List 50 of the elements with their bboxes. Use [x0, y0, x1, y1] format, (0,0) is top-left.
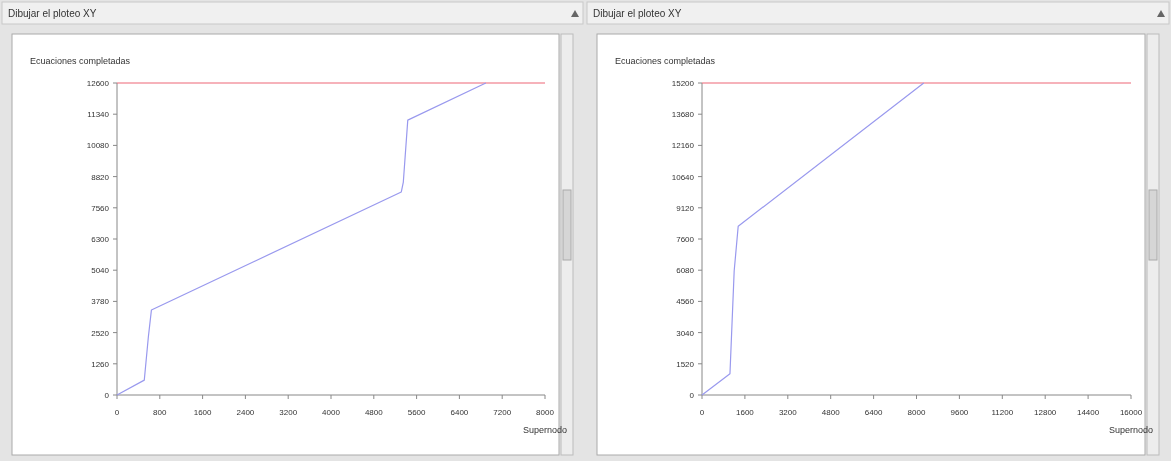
y-tick-label: 9120: [676, 203, 695, 213]
x-tick-label: 0: [114, 408, 120, 417]
x-tick-label: 14400: [1076, 408, 1100, 417]
chart-title: Dibujar el ploteo XY: [593, 8, 682, 19]
y-tick-label: 2520: [91, 328, 110, 338]
y-tick-label: 1520: [676, 359, 695, 369]
y-tick-label: 1260: [91, 359, 110, 369]
x-tick-label: 8000: [907, 408, 926, 417]
y-tick-label: 0: [104, 391, 110, 400]
y-axis-title: Ecuaciones completadas: [615, 56, 716, 66]
x-tick-label: 4800: [364, 408, 384, 417]
x-tick-label: 12800: [1034, 408, 1057, 417]
y-tick-label: 10640: [671, 172, 695, 182]
x-tick-label: 2400: [236, 408, 255, 417]
y-tick-label: 10080: [86, 141, 110, 151]
y-tick-label: 7600: [676, 235, 695, 244]
y-tick-label: 0: [689, 391, 695, 400]
chart-title: Dibujar el ploteo XY: [8, 8, 97, 19]
x-tick-label: 6400: [864, 408, 884, 417]
y-tick-label: 6300: [91, 235, 110, 244]
x-tick-label: 5600: [407, 408, 427, 417]
y-tick-label: 4560: [676, 297, 695, 307]
y-tick-label: 12160: [671, 141, 695, 151]
x-tick-label: 4000: [322, 408, 341, 417]
x-axis-title: Supernodo: [1108, 425, 1153, 435]
x-tick-label: 3200: [279, 408, 298, 417]
y-axis-title: Ecuaciones completadas: [30, 56, 131, 66]
y-tick-label: 15200: [671, 79, 695, 88]
y-tick-label: 6080: [676, 266, 695, 276]
x-tick-label: 7200: [493, 408, 512, 417]
x-tick-label: 6400: [450, 408, 469, 417]
y-tick-label: 8820: [91, 172, 110, 182]
x-axis-title: Supernodo: [522, 425, 567, 435]
x-tick-label: 3200: [778, 408, 798, 417]
x-tick-label: 9600: [950, 408, 969, 417]
y-tick-label: 5040: [91, 266, 110, 276]
x-tick-label: 4800: [821, 408, 841, 417]
y-tick-label: 7560: [91, 203, 110, 213]
x-tick-label: 11200: [991, 408, 1014, 417]
x-tick-label: 8000: [536, 408, 555, 417]
y-tick-label: 13680: [671, 110, 695, 120]
x-tick-label: 16000: [1119, 408, 1143, 417]
y-tick-label: 11340: [87, 110, 110, 120]
y-tick-label: 12600: [86, 79, 110, 88]
y-tick-label: 3780: [91, 297, 110, 307]
y-tick-label: 3040: [676, 328, 695, 338]
x-tick-label: 1600: [736, 408, 755, 417]
x-tick-label: 0: [699, 408, 705, 417]
x-tick-label: 800: [153, 408, 168, 417]
x-tick-label: 1600: [193, 408, 213, 417]
